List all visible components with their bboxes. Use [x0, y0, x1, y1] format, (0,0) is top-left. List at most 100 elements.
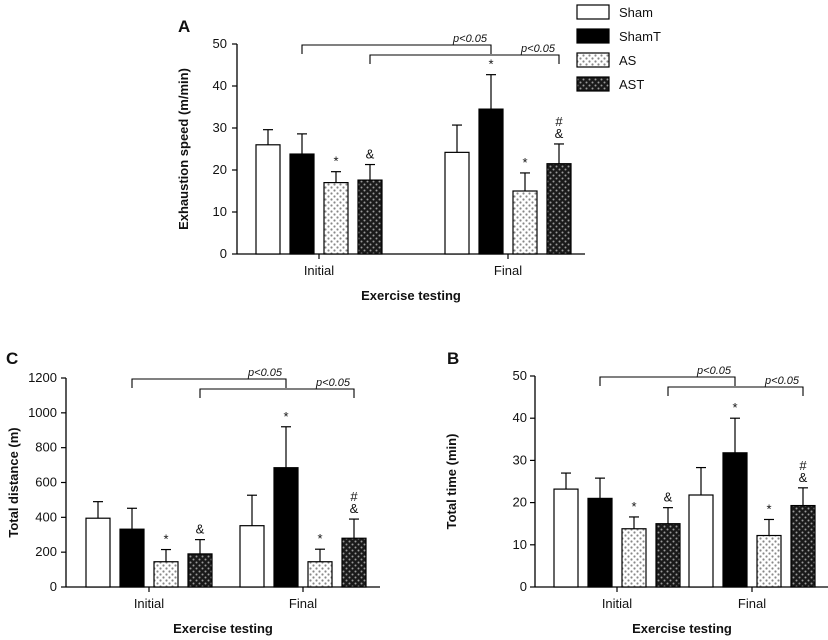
- legend-swatch: [576, 76, 610, 92]
- y-tick-label: 200: [35, 544, 57, 559]
- legend-label: ShamT: [619, 29, 661, 44]
- bar-ast-final: [341, 537, 367, 588]
- bar-as-final: [756, 534, 782, 588]
- y-tick-label: 0: [50, 579, 57, 594]
- bar-as-initial: [323, 182, 349, 255]
- bar-as-initial: [153, 561, 179, 588]
- legend-label: Sham: [619, 5, 653, 20]
- legend-item-ast: AST: [576, 76, 644, 92]
- bar-ast-initial: [655, 523, 681, 588]
- bracket-line: [131, 378, 287, 388]
- significance-mark: #: [555, 114, 563, 129]
- bar-sham-final: [239, 525, 265, 588]
- legend-swatch: [576, 52, 610, 68]
- significance-mark: *: [732, 400, 737, 415]
- significance-mark: &: [366, 147, 375, 162]
- legend-item-shamt: ShamT: [576, 28, 661, 44]
- bar-as-final: [307, 561, 333, 588]
- bar-shamt-final: [273, 467, 299, 588]
- legend-swatch: [576, 28, 610, 44]
- significance-mark: &: [799, 470, 808, 485]
- significance-mark: *: [488, 57, 493, 72]
- bar-sham-initial: [85, 517, 111, 588]
- x-axis-label: Exercise testing: [361, 288, 461, 303]
- y-tick-label: 50: [513, 368, 527, 383]
- y-tick-label: 30: [513, 452, 527, 467]
- y-tick-label: 0: [520, 579, 527, 594]
- y-tick-label: 1200: [28, 370, 57, 385]
- significance-mark: *: [333, 154, 338, 169]
- significance-bracket: p<0.05: [131, 367, 287, 388]
- y-tick-label: 40: [213, 78, 227, 93]
- p-value-label: p<0.05: [247, 367, 283, 379]
- significance-mark: &: [350, 501, 359, 516]
- panel-a: A 0 10 20 30 40 50 Exhaustion speed (m/min) Init…: [176, 17, 585, 303]
- bracket-line: [599, 376, 736, 386]
- significance-mark: *: [283, 409, 288, 424]
- bar-shamt-final: [722, 452, 748, 588]
- significance-bracket: p<0.05: [667, 375, 804, 396]
- x-tick-label: Final: [738, 596, 766, 611]
- p-value-label: p<0.05: [452, 33, 488, 45]
- significance-mark: #: [799, 458, 807, 473]
- legend-item-as: AS: [576, 52, 637, 68]
- y-tick-label: 800: [35, 440, 57, 455]
- x-tick-label: Initial: [134, 596, 164, 611]
- panel-letter: C: [6, 349, 18, 368]
- y-tick-label: 40: [513, 410, 527, 425]
- bar-shamt-initial: [289, 153, 315, 255]
- y-axis-label: Exhaustion speed (m/min): [176, 68, 191, 230]
- y-tick-label: 10: [513, 537, 527, 552]
- bracket-line: [301, 44, 492, 54]
- bar-shamt-final: [478, 108, 504, 255]
- bar-sham-final: [688, 494, 714, 588]
- bar-ast-final: [546, 163, 572, 255]
- legend-item-sham: Sham: [576, 4, 653, 20]
- legend: Sham ShamT AS AST: [576, 4, 661, 92]
- bar-as-final: [512, 190, 538, 255]
- bracket-line: [199, 388, 355, 398]
- legend-swatch: [576, 4, 610, 20]
- significance-mark: #: [350, 489, 358, 504]
- p-value-label: p<0.05: [315, 377, 351, 389]
- bar-ast-final: [790, 504, 816, 588]
- y-tick-label: 50: [213, 36, 227, 51]
- bar-ast-initial: [357, 179, 383, 255]
- significance-mark: *: [631, 499, 636, 514]
- bracket-line: [667, 386, 804, 396]
- bar-shamt-initial: [119, 528, 145, 588]
- bar-as-initial: [621, 528, 647, 588]
- significance-mark: &: [196, 522, 205, 537]
- y-tick-label: 600: [35, 475, 57, 490]
- x-axis-label: Exercise testing: [632, 621, 732, 636]
- p-value-label: p<0.05: [764, 375, 800, 387]
- y-tick-label: 0: [220, 246, 227, 261]
- bar-sham-initial: [553, 488, 579, 588]
- x-tick-label: Final: [494, 263, 522, 278]
- y-tick-label: 20: [213, 162, 227, 177]
- p-value-label: p<0.05: [520, 43, 556, 55]
- significance-mark: *: [766, 501, 771, 516]
- significance-mark: &: [555, 126, 564, 141]
- y-tick-label: 10: [213, 204, 227, 219]
- legend-label: AST: [619, 77, 644, 92]
- panel-letter: B: [447, 349, 459, 368]
- bracket-line: [369, 54, 560, 64]
- y-tick-label: 30: [213, 120, 227, 135]
- y-tick-label: 1000: [28, 405, 57, 420]
- x-tick-label: Initial: [304, 263, 334, 278]
- significance-bracket: p<0.05: [369, 43, 560, 64]
- y-axis-label: Total distance (m): [6, 427, 21, 537]
- y-tick-label: 20: [513, 495, 527, 510]
- bar-sham-final: [444, 151, 470, 255]
- significance-mark: *: [317, 531, 322, 546]
- significance-bracket: p<0.05: [599, 365, 736, 386]
- p-value-label: p<0.05: [696, 365, 732, 377]
- significance-mark: *: [163, 532, 168, 547]
- y-axis-label: Total time (min): [444, 434, 459, 530]
- panel-b: B 0 10 20 30 40 50 Total time (min) Initial * & Fin…: [444, 349, 828, 636]
- panel-letter: A: [178, 17, 190, 36]
- bar-shamt-initial: [587, 497, 613, 588]
- panel-c: C 0 200 400 600 800 1000 1200 Total distance (m)…: [6, 349, 380, 636]
